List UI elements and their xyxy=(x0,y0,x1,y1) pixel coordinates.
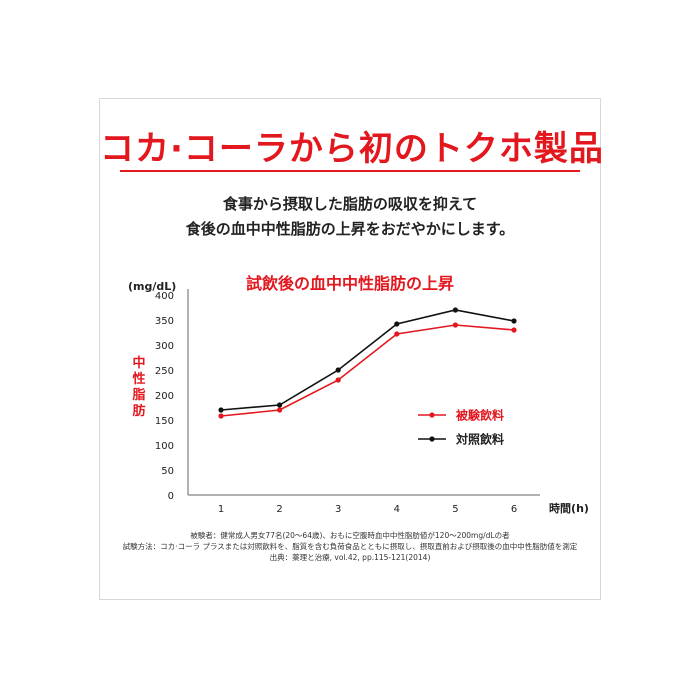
y-axis-label-char: 性 xyxy=(132,371,145,387)
series-1-point xyxy=(335,367,341,373)
x-tick-label: 6 xyxy=(511,504,517,515)
x-tick-label: 2 xyxy=(276,504,282,515)
series-line-1 xyxy=(220,309,515,411)
headline-underline xyxy=(120,170,580,172)
x-tick-label: 3 xyxy=(335,504,341,515)
y-tick-label: 50 xyxy=(161,466,174,477)
y-tick-label: 150 xyxy=(155,416,174,427)
y-tick-label: 400 xyxy=(155,291,174,302)
legend-label-1: 対照飲料 xyxy=(455,432,504,447)
y-tick-label: 250 xyxy=(155,366,174,377)
footnote-subjects: 被験者：健常成人男女77名(20〜64歳)、おもに空腹時血中中性脂肪値が120〜… xyxy=(190,531,510,540)
y-tick-label: 350 xyxy=(155,316,174,327)
y-tick-label: 100 xyxy=(155,441,174,452)
x-axis-label: 時間(h) xyxy=(549,501,589,515)
lead-text: 食事から摂取した脂肪の吸収を抑えて 食後の血中中性脂肪の上昇をおだやかにします。 xyxy=(100,192,600,242)
y-axis-label-char: 脂 xyxy=(131,387,145,403)
chart-title: 試飲後の血中中性脂肪の上昇 xyxy=(246,274,454,293)
series-0-point xyxy=(511,327,517,333)
series-0-point xyxy=(394,331,400,337)
footnote-source: 出典：薬理と治療, vol.42, pp.115-121(2014) xyxy=(269,553,431,562)
series-1-point xyxy=(452,307,458,313)
y-unit-label: (mg/dL) xyxy=(128,280,176,293)
legend-marker-0 xyxy=(429,412,435,418)
lead-line-1: 食事から摂取した脂肪の吸収を抑えて xyxy=(222,195,478,213)
series-1-point xyxy=(218,407,224,413)
y-axis-label-char: 肪 xyxy=(132,403,145,419)
legend-label-0: 被験飲料 xyxy=(456,408,504,423)
x-tick-label: 5 xyxy=(452,504,458,515)
series-1-point xyxy=(277,402,283,408)
series-1-point xyxy=(394,321,400,327)
series-line-0 xyxy=(220,324,515,417)
headline: コカ·コーラから初のトクホ製品 xyxy=(100,129,604,169)
x-tick-label: 4 xyxy=(394,504,400,515)
footnote: 被験者：健常成人男女77名(20〜64歳)、おもに空腹時血中中性脂肪値が120〜… xyxy=(100,530,600,563)
triglyceride-chart: 試飲後の血中中性脂肪の上昇 (mg/dL) 中性脂肪 0 50 100 150 200 250 3… xyxy=(128,274,589,515)
y-tick-label: 0 xyxy=(168,491,174,502)
series-0-point xyxy=(452,322,458,328)
series-0-point xyxy=(277,407,283,413)
legend-marker-1 xyxy=(429,436,435,442)
lead-line-2: 食後の血中中性脂肪の上昇をおだやかにします。 xyxy=(185,220,515,238)
x-tick-label: 1 xyxy=(218,504,224,515)
y-tick-label: 300 xyxy=(155,341,174,352)
y-tick-label: 200 xyxy=(155,391,174,402)
series-0-point xyxy=(335,377,341,383)
series-1-point xyxy=(511,318,517,324)
footnote-method: 試験方法：コカ·コーラ プラスまたは対照飲料を、脂質を含む負荷食品とともに摂取し… xyxy=(122,542,578,551)
product-card: コカ·コーラから初のトクホ製品 食事から摂取した脂肪の吸収を抑えて 食後の血中中… xyxy=(99,98,604,600)
series-0-point xyxy=(218,413,224,419)
y-axis-label-char: 中 xyxy=(132,355,145,371)
